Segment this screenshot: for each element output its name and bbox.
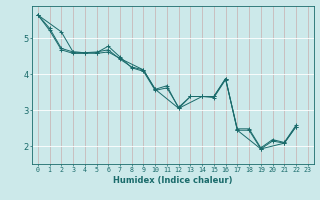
X-axis label: Humidex (Indice chaleur): Humidex (Indice chaleur) [113, 176, 233, 185]
